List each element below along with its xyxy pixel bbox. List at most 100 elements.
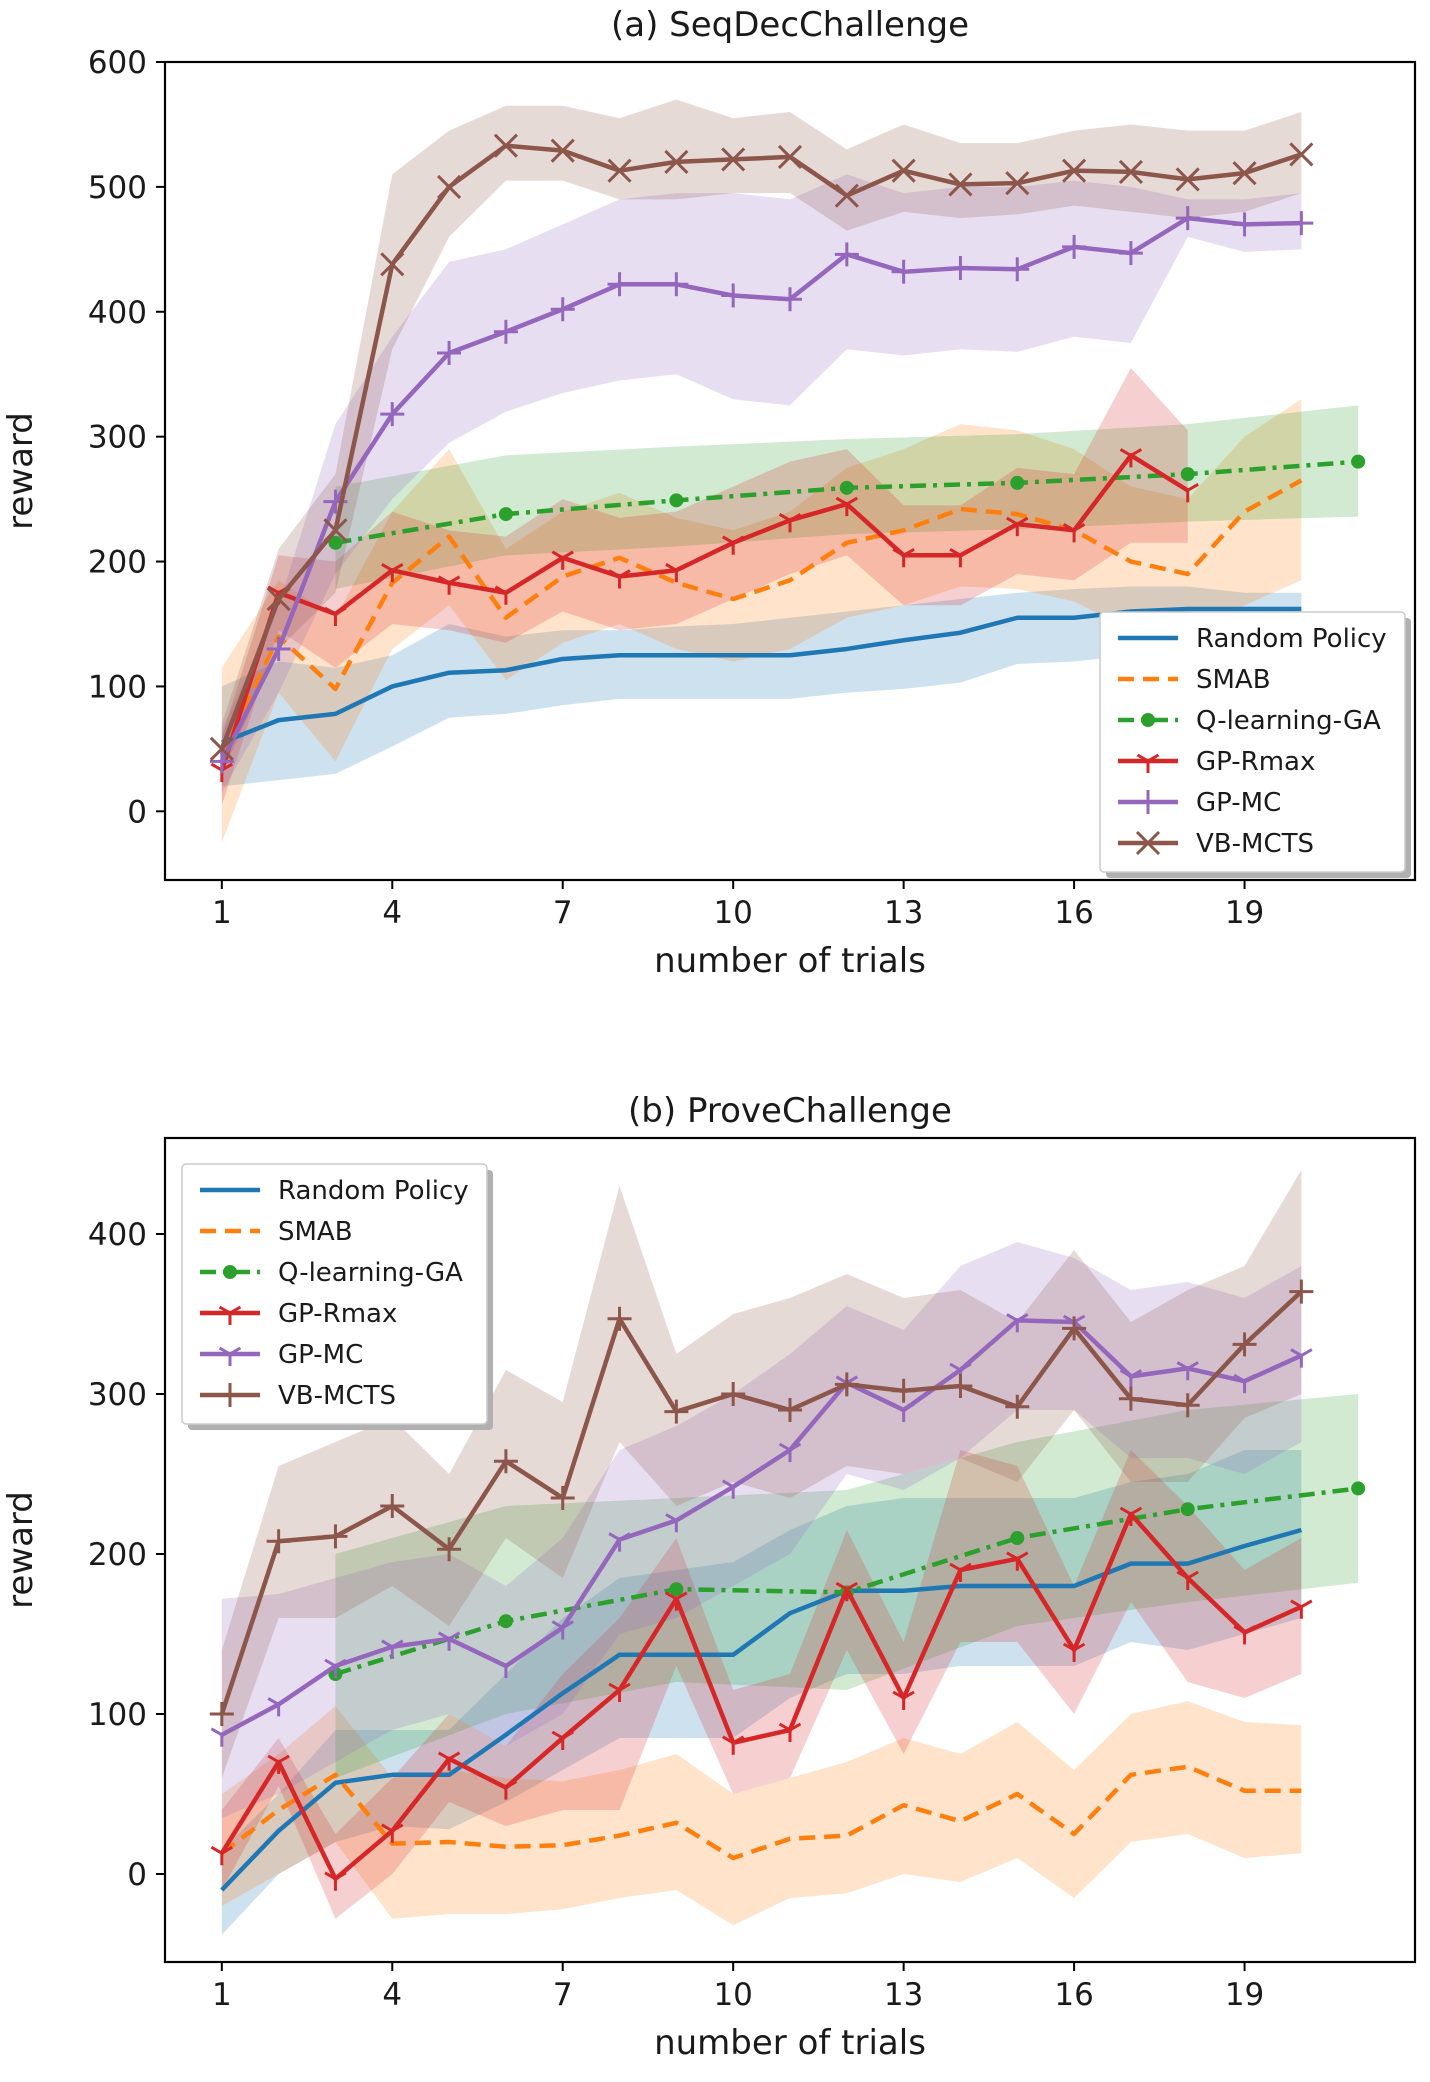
data-point bbox=[324, 1871, 347, 1891]
data-point bbox=[267, 1754, 290, 1774]
data-point bbox=[1176, 483, 1199, 503]
data-point bbox=[664, 272, 689, 297]
data-point bbox=[721, 535, 745, 555]
data-point bbox=[1119, 1506, 1143, 1526]
plot-area bbox=[209, 1170, 1366, 1935]
series-line-3 bbox=[219, 1511, 1303, 1882]
data-point bbox=[839, 480, 854, 495]
y-tick-label: 300 bbox=[88, 1377, 147, 1413]
data-point bbox=[380, 1494, 405, 1518]
x-tick-label: 13 bbox=[884, 895, 923, 931]
data-point bbox=[607, 1306, 632, 1331]
data-point bbox=[494, 1780, 518, 1800]
data-point bbox=[1062, 234, 1087, 259]
data-point bbox=[1232, 1332, 1257, 1357]
legend-label: GP-MC bbox=[1196, 788, 1281, 818]
chart-title: (b) ProveChallenge bbox=[628, 1091, 952, 1131]
y-tick-label: 300 bbox=[88, 420, 147, 456]
data-point bbox=[1118, 241, 1143, 266]
confidence-band-1 bbox=[221, 399, 1302, 843]
x-tick-label: 16 bbox=[1054, 1977, 1093, 2013]
y-axis-label: reward bbox=[1, 1491, 41, 1609]
data-point bbox=[1289, 142, 1314, 167]
legend-marker bbox=[218, 1305, 242, 1325]
data-point bbox=[721, 1382, 746, 1406]
x-tick-label: 13 bbox=[884, 1977, 923, 2013]
data-point bbox=[1005, 257, 1030, 282]
data-point bbox=[551, 1730, 574, 1750]
legend-label: Q-learning-GA bbox=[278, 1258, 463, 1288]
confidence-band-2 bbox=[335, 405, 1359, 590]
data-point bbox=[891, 259, 916, 284]
data-point bbox=[1232, 161, 1257, 186]
y-tick-label: 200 bbox=[88, 1537, 147, 1573]
data-point bbox=[778, 1398, 802, 1422]
data-point bbox=[550, 1486, 575, 1510]
y-tick-label: 500 bbox=[88, 170, 147, 206]
y-tick-label: 100 bbox=[88, 669, 147, 705]
data-point bbox=[1175, 167, 1200, 192]
data-point bbox=[778, 1722, 802, 1742]
data-point bbox=[891, 158, 916, 183]
series-line-5 bbox=[219, 143, 1303, 750]
x-tick-label: 7 bbox=[553, 895, 573, 931]
data-point bbox=[437, 174, 462, 199]
data-point bbox=[835, 496, 859, 517]
data-point bbox=[1010, 1531, 1025, 1545]
data-point bbox=[834, 242, 859, 267]
data-point bbox=[721, 147, 746, 172]
x-tick-label: 19 bbox=[1225, 895, 1264, 931]
data-point bbox=[892, 1690, 915, 1710]
confidence-band-3 bbox=[221, 1450, 1302, 1919]
series-line-5 bbox=[219, 1289, 1303, 1715]
data-point bbox=[550, 297, 575, 322]
x-tick-label: 1 bbox=[212, 895, 232, 931]
legend: Random Policy SMAB Q-learning-GA GP-Rmax GP-… bbox=[181, 1163, 493, 1430]
data-point bbox=[380, 402, 405, 427]
data-point bbox=[721, 1735, 745, 1755]
data-point bbox=[669, 493, 684, 508]
data-point bbox=[493, 133, 518, 158]
confidence-band-0 bbox=[221, 1450, 1302, 1935]
data-point bbox=[328, 535, 343, 550]
data-point bbox=[1062, 523, 1086, 543]
legend: Random Policy SMAB Q-learning-GA GP-Rmax GP-… bbox=[1099, 611, 1411, 878]
data-point bbox=[607, 272, 632, 297]
confidence-band-4 bbox=[221, 174, 1302, 793]
confidence-band-3 bbox=[221, 367, 1188, 806]
data-point bbox=[210, 1727, 234, 1747]
y-tick-label: 400 bbox=[88, 1217, 147, 1253]
data-point bbox=[1290, 1348, 1313, 1368]
data-point bbox=[1180, 467, 1195, 482]
x-tick-label: 16 bbox=[1054, 895, 1093, 931]
chart-panel-a: 1 4 7 10 13 16 19 0 100 200 300 400 500 600 (a) SeqDec… bbox=[1, 5, 1417, 981]
data-point bbox=[1351, 454, 1366, 469]
confidence-band-1 bbox=[221, 1701, 1302, 1926]
legend-marker bbox=[1136, 790, 1160, 814]
legend-marker bbox=[1141, 713, 1155, 727]
data-point bbox=[1062, 1316, 1087, 1341]
data-point bbox=[1233, 1625, 1256, 1645]
data-point bbox=[1062, 1642, 1086, 1662]
data-point bbox=[608, 1532, 631, 1552]
data-point bbox=[1351, 1481, 1366, 1496]
legend-marker bbox=[223, 1265, 237, 1279]
data-point bbox=[498, 507, 513, 522]
series-line-1 bbox=[219, 478, 1303, 757]
y-tick-label: 200 bbox=[88, 545, 147, 581]
data-point bbox=[267, 1697, 290, 1717]
series-line-0 bbox=[220, 1527, 1302, 1892]
data-point bbox=[498, 1614, 513, 1629]
data-point bbox=[494, 1658, 518, 1678]
x-tick-label: 10 bbox=[713, 895, 752, 931]
x-tick-label: 10 bbox=[713, 1977, 752, 2013]
legend-label: GP-Rmax bbox=[1196, 747, 1315, 777]
data-point bbox=[209, 736, 234, 761]
legend-label: GP-MC bbox=[278, 1340, 363, 1370]
data-point bbox=[1005, 1394, 1030, 1419]
data-point bbox=[948, 1374, 973, 1398]
data-point bbox=[949, 547, 972, 568]
data-point bbox=[1175, 1393, 1200, 1418]
data-point bbox=[778, 287, 802, 312]
